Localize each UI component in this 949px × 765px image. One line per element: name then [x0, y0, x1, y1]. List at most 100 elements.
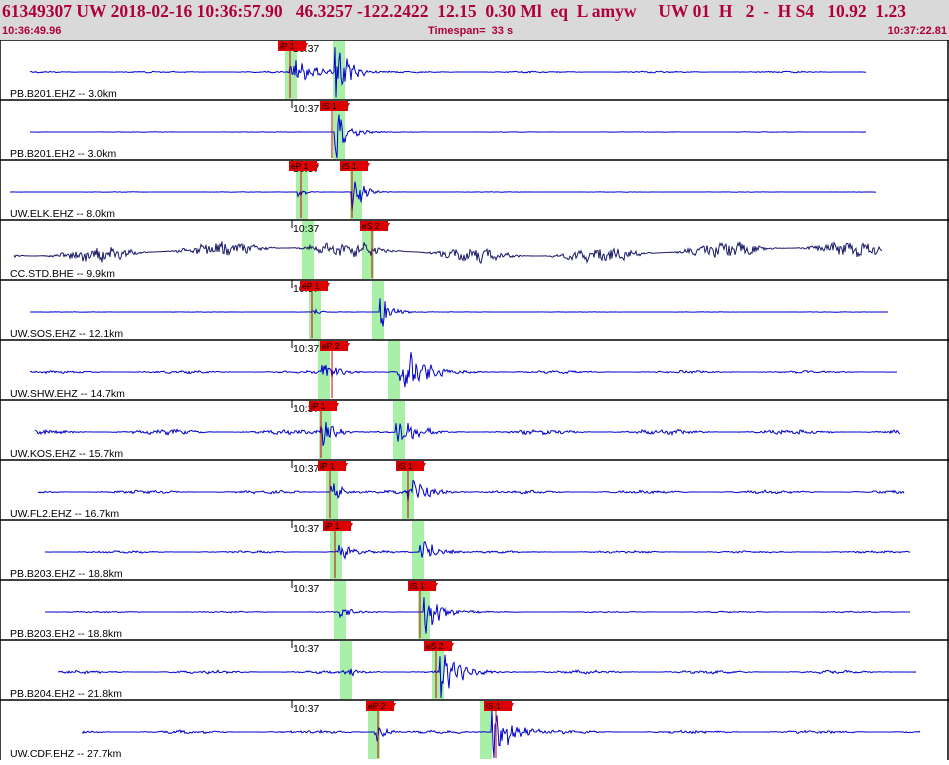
pick-marker: [302, 43, 308, 49]
seismogram-panel[interactable]: 10:37 iS 1 PB.B201.EH2 -- 3.0km: [0, 99, 949, 160]
pick-marker: [384, 223, 390, 229]
station-label: UW.CDF.EHZ -- 27.7km: [10, 748, 122, 760]
pick-label: iS 1: [486, 701, 501, 711]
pick-label: iS 1: [322, 101, 337, 111]
seismogram-panel[interactable]: 10:37 eS 2 PB.B204.EH2 -- 21.8km: [0, 639, 949, 700]
pick-label: iP 1: [320, 461, 335, 471]
station-label: UW.SHW.EHZ -- 14.7km: [10, 388, 125, 400]
pick-marker: [432, 583, 438, 589]
station-label: UW.FL2.EHZ -- 16.7km: [10, 508, 119, 520]
phase-pick-is-1[interactable]: iS 1: [484, 701, 514, 758]
seismogram-panel[interactable]: 10:37 iS 1 PB.B203.EH2 -- 18.8km: [0, 579, 949, 640]
station-label: UW.KOS.EHZ -- 15.7km: [10, 448, 123, 460]
waveform-trace: [45, 597, 910, 634]
arrival-window-band: [330, 521, 342, 579]
pick-label-box: [366, 701, 394, 711]
pick-label-box: [318, 461, 346, 471]
phase-pick-ip-1[interactable]: iP 1: [323, 521, 353, 578]
pick-label: iS 1: [398, 461, 413, 471]
pick-marker: [344, 103, 350, 109]
minute-label: 10:37: [293, 523, 319, 535]
arrival-window-band: [388, 341, 400, 399]
pick-label-box: [360, 221, 388, 231]
seismogram-panel-stack[interactable]: 10:37 iP 1 PB.B201.EHZ -- 3.0km 10:37 iS 1 PB…: [0, 39, 949, 760]
station-label: UW.SOS.EHZ -- 12.1km: [10, 328, 123, 340]
minute-label: 10:37: [293, 223, 319, 235]
pick-marker: [313, 163, 319, 169]
waveform-trace: [45, 540, 910, 560]
pick-label-box: [323, 521, 351, 531]
seismogram-panel[interactable]: 10:37 eP 2 UW.SHW.EHZ -- 14.7km: [0, 339, 949, 400]
station-label: CC.STD.BHE -- 9.9km: [10, 268, 115, 280]
phase-pick-ep-1[interactable]: eP 1: [289, 161, 319, 218]
pick-label: eS 2: [362, 221, 380, 231]
pick-label-box: [484, 701, 512, 711]
arrival-window-band: [372, 281, 384, 339]
arrival-window-band: [412, 521, 424, 579]
station-label: PB.B203.EHZ -- 18.8km: [10, 568, 123, 580]
seismogram-panel[interactable]: 10:37 eS 2 CC.STD.BHE -- 9.9km: [0, 219, 949, 280]
station-label: PB.B201.EHZ -- 3.0km: [10, 88, 117, 100]
waveform-trace: [57, 654, 917, 698]
phase-pick-is-1[interactable]: iS 1: [320, 101, 350, 158]
phase-pick-ep-2[interactable]: eP 2: [366, 701, 396, 758]
minute-label: 10:37: [293, 103, 319, 115]
phase-pick-ip-1[interactable]: iP 1: [318, 461, 348, 518]
waveform-trace: [9, 181, 877, 212]
pick-marker: [448, 643, 454, 649]
phase-pick-ip-1[interactable]: iP 1: [278, 41, 308, 98]
phase-pick-ip-1[interactable]: iP 1: [309, 401, 339, 458]
phase-pick-is-1[interactable]: iS 1: [340, 161, 370, 218]
pick-label: eS 2: [426, 641, 444, 651]
pick-marker: [420, 463, 426, 469]
pick-label-box: [320, 101, 348, 111]
phase-pick-is-1[interactable]: iS 1: [408, 581, 438, 638]
pick-marker: [508, 703, 514, 709]
pick-label-box: [289, 161, 317, 171]
pick-marker: [333, 403, 339, 409]
seismogram-panel[interactable]: 10:37 eP 2 iS 1 UW.CDF.EHZ -- 27.7km: [0, 699, 949, 760]
pick-label-box: [300, 281, 328, 291]
arrival-window-band: [333, 101, 345, 159]
phase-pick-es-2[interactable]: eS 2: [360, 221, 390, 278]
pick-marker: [324, 283, 330, 289]
arrival-window-band: [480, 701, 492, 759]
arrival-window-band: [368, 701, 380, 759]
pick-label: iP 1: [280, 41, 295, 51]
pick-label: iS 1: [342, 161, 357, 171]
minute-label: 10:37: [293, 343, 319, 355]
waveform-trace: [29, 352, 898, 388]
seismogram-panel[interactable]: 10:37 iP 1 PB.B203.EHZ -- 18.8km: [0, 519, 949, 580]
minute-label: 10:37: [293, 703, 319, 715]
arrival-window-band: [302, 221, 314, 279]
minute-label: 10:37: [293, 583, 319, 595]
seismogram-panel[interactable]: 10:37 iP 1 iS 1 UW.FL2.EHZ -- 16.7km: [0, 459, 949, 520]
timespan-label: Timespan= 33 s: [428, 25, 514, 37]
pick-label: eP 2: [322, 341, 340, 351]
start-time: 10:36:49.96: [2, 25, 62, 37]
pick-label: iS 1: [410, 581, 425, 591]
arrival-window-band: [340, 641, 352, 699]
event-header: 61349307 UW 2018-02-16 10:36:57.90 46.32…: [0, 0, 949, 40]
pick-label-box: [396, 461, 424, 471]
waveform-trace: [29, 114, 867, 159]
waveform-trace: [34, 422, 901, 447]
pick-label-box: [320, 341, 348, 351]
pick-label: iP 1: [311, 401, 326, 411]
phase-pick-is-1[interactable]: iS 1: [396, 461, 426, 518]
phase-pick-ep-2[interactable]: eP 2: [320, 341, 350, 398]
pick-marker: [344, 343, 350, 349]
phase-pick-es-2[interactable]: eS 2: [424, 641, 454, 698]
minute-label: 10:37: [293, 463, 319, 475]
event-summary: 61349307 UW 2018-02-16 10:36:57.90 46.32…: [2, 1, 906, 21]
pick-label-box: [424, 641, 452, 651]
phase-pick-ep-1[interactable]: eP 1: [300, 281, 330, 338]
waveform-trace: [81, 709, 921, 758]
pick-marker: [390, 703, 396, 709]
minute-label: 10:37: [293, 643, 319, 655]
